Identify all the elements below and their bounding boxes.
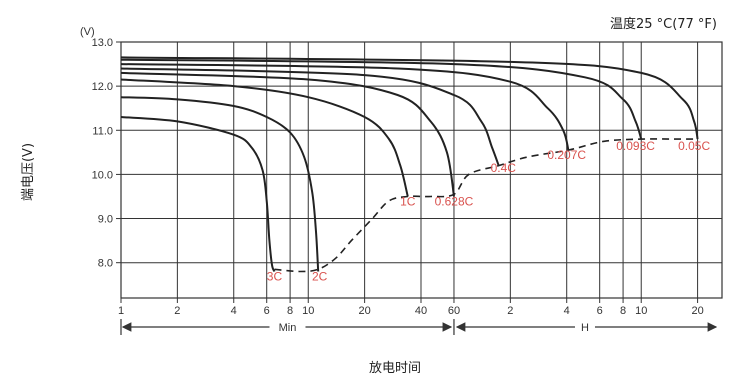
y-tick-label: 8.0 (98, 258, 113, 270)
x-tick-label: 6 (264, 305, 270, 317)
y-tick-label: 9.0 (98, 214, 113, 226)
y-tick-label: 13.0 (92, 37, 113, 49)
x-tick-label: 4 (231, 305, 237, 317)
x-tick-label: 10 (302, 305, 314, 317)
rate-label-0-093c: 0.093C (616, 139, 655, 153)
x-tick-label: 1 (118, 305, 124, 317)
x-tick-label: 8 (620, 305, 626, 317)
rate-label-2c: 2C (312, 269, 328, 283)
x-tick-label: 60 (448, 305, 460, 317)
x-tick-label: 20 (691, 305, 703, 317)
min-label-bg (269, 319, 306, 335)
x-tick-label: 8 (287, 305, 293, 317)
x-unit-hours: H (581, 322, 589, 334)
h-label-bg (574, 319, 595, 335)
y-unit-label: (V) (80, 26, 95, 38)
y-tick-label: 12.0 (92, 81, 113, 93)
curve-0-207c (120, 63, 570, 151)
rate-label-0-207c: 0.207C (547, 148, 586, 162)
x-tick-label: 4 (564, 305, 570, 317)
x-tick-label: 10 (635, 305, 647, 317)
rate-label-0-628c: 0.628C (435, 194, 474, 208)
label-layer: 3C 2C 1C 0.628C 0.4C 0.207C 0.093C 0.05C (267, 139, 711, 283)
rate-label-0-4c: 0.4C (491, 161, 517, 175)
rate-label-1c: 1C (400, 194, 416, 208)
rate-label-0-05c: 0.05C (678, 139, 710, 153)
x-tick-label: 20 (359, 305, 371, 317)
curve-3c (120, 116, 276, 272)
x-unit-minutes: Min (279, 322, 297, 334)
x-tick-label: 2 (507, 305, 513, 317)
x-tick-label: 2 (174, 305, 180, 317)
curve-2c (120, 96, 320, 272)
curve-0-05c (120, 56, 699, 140)
y-axis-title: 端电压(V) (21, 143, 36, 201)
rate-label-3c: 3C (267, 269, 283, 283)
x-tick-label: 40 (415, 305, 427, 317)
curve-0-093c (120, 58, 643, 140)
x-axis-title: 放电时间 (369, 361, 421, 376)
cutoff-dashed-line (274, 138, 698, 273)
curve-0-628c (120, 71, 455, 197)
x-tick-label: 6 (597, 305, 603, 317)
plot-frame (120, 41, 723, 299)
temperature-note: 温度25 °C(77 °F) (610, 16, 717, 32)
curve-0-4c (120, 67, 500, 166)
y-tick-label: 11.0 (92, 125, 113, 137)
grid-layer (120, 41, 723, 299)
series-layer (120, 56, 699, 273)
axis-layer: 13.012.011.010.09.08.01 2 4 6 8 10 20 40 60 2 4 6 8 1… (92, 37, 718, 335)
curve-1c (120, 78, 409, 197)
y-tick-label: 10.0 (92, 169, 113, 181)
